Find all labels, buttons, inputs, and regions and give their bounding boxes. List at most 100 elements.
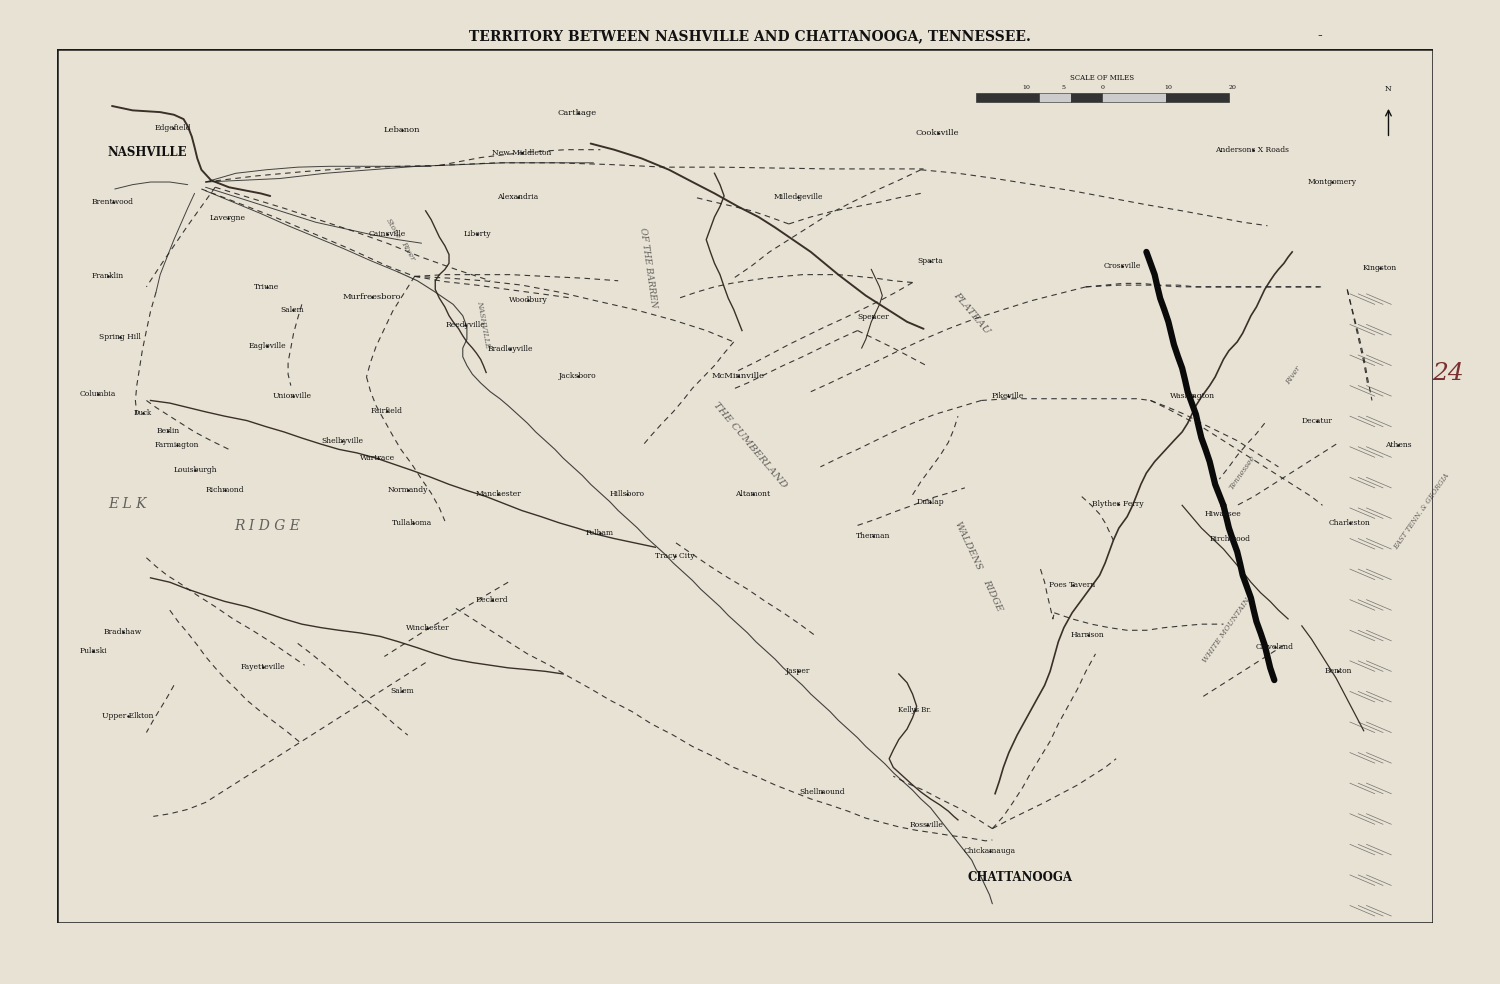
Text: RIDGE: RIDGE bbox=[981, 578, 1005, 613]
Text: WALDENS: WALDENS bbox=[952, 521, 982, 572]
Text: Hillsboro: Hillsboro bbox=[609, 490, 645, 498]
Text: McMinnville: McMinnville bbox=[711, 372, 765, 380]
Text: Birchwood: Birchwood bbox=[1209, 535, 1251, 543]
Text: Milledgeville: Milledgeville bbox=[774, 193, 824, 201]
Text: Brentwood: Brentwood bbox=[92, 198, 134, 206]
Text: Spencer: Spencer bbox=[856, 313, 889, 321]
Text: Berlin: Berlin bbox=[156, 427, 180, 435]
Text: Harrison: Harrison bbox=[1071, 631, 1104, 639]
Text: EAST TENN. & GEORGIA: EAST TENN. & GEORGIA bbox=[1392, 472, 1452, 551]
Text: 5: 5 bbox=[1062, 85, 1066, 90]
Text: Athens: Athens bbox=[1384, 441, 1411, 449]
Text: THE CUMBERLAND: THE CUMBERLAND bbox=[711, 400, 789, 489]
Text: Lavergne: Lavergne bbox=[210, 215, 246, 222]
Text: Reedyville: Reedyville bbox=[446, 321, 485, 329]
Text: Shellmound: Shellmound bbox=[800, 788, 844, 796]
Text: Bradleyville: Bradleyville bbox=[488, 345, 532, 353]
Text: Upper Elkton: Upper Elkton bbox=[102, 712, 153, 720]
Text: E L K: E L K bbox=[108, 497, 147, 511]
Text: Duck: Duck bbox=[134, 409, 152, 417]
Text: Woodbury: Woodbury bbox=[509, 296, 548, 304]
Text: Columbia: Columbia bbox=[80, 390, 116, 398]
Bar bbox=[1071, 92, 1102, 101]
Text: Benton: Benton bbox=[1324, 667, 1352, 675]
Text: Cleveland: Cleveland bbox=[1256, 644, 1294, 651]
Bar bbox=[976, 92, 1040, 101]
Text: N: N bbox=[1384, 86, 1392, 93]
Text: 10: 10 bbox=[1164, 85, 1173, 90]
Text: Crossville: Crossville bbox=[1104, 262, 1140, 270]
Text: Edgefield: Edgefield bbox=[154, 124, 190, 132]
Text: Salem: Salem bbox=[280, 306, 304, 314]
Text: Kingston: Kingston bbox=[1364, 264, 1396, 272]
Text: Cooksville: Cooksville bbox=[915, 129, 960, 137]
Text: Andersons X Roads: Andersons X Roads bbox=[1215, 146, 1290, 154]
Text: NASHVILLE: NASHVILLE bbox=[106, 146, 188, 159]
Text: Rossville: Rossville bbox=[910, 821, 944, 829]
Text: Lebanon: Lebanon bbox=[384, 126, 420, 134]
Text: Therman: Therman bbox=[855, 532, 891, 540]
Text: Cainsville: Cainsville bbox=[369, 230, 405, 238]
Text: New Middleton: New Middleton bbox=[492, 149, 552, 156]
Text: Shelbyville: Shelbyville bbox=[321, 437, 363, 445]
Text: Sparta: Sparta bbox=[916, 257, 944, 265]
Text: Kellys Br.: Kellys Br. bbox=[898, 707, 932, 714]
Text: Murfreesboro: Murfreesboro bbox=[342, 293, 402, 301]
Text: Triune: Triune bbox=[255, 283, 279, 291]
Text: River: River bbox=[1284, 365, 1302, 387]
Text: Decatur: Decatur bbox=[1302, 417, 1332, 425]
Text: Pulaski: Pulaski bbox=[80, 647, 106, 655]
Text: 24: 24 bbox=[1431, 362, 1464, 386]
Text: Hiwassee: Hiwassee bbox=[1204, 510, 1240, 518]
Text: Manchester: Manchester bbox=[476, 490, 520, 498]
Text: Richmond: Richmond bbox=[206, 486, 245, 494]
Text: Pelham: Pelham bbox=[586, 529, 613, 537]
Text: SCALE OF MILES: SCALE OF MILES bbox=[1071, 74, 1134, 82]
Text: Fairfield: Fairfield bbox=[370, 407, 404, 415]
Text: Tullahoma: Tullahoma bbox=[393, 520, 432, 527]
Text: Wartrace: Wartrace bbox=[360, 454, 396, 461]
Bar bbox=[1040, 92, 1071, 101]
Text: River: River bbox=[399, 240, 417, 262]
Text: Tracy City: Tracy City bbox=[656, 552, 694, 560]
Text: Salem: Salem bbox=[390, 687, 414, 695]
Text: Altamont: Altamont bbox=[735, 490, 771, 498]
Text: Liberty: Liberty bbox=[464, 230, 490, 238]
Text: Decherd: Decherd bbox=[476, 596, 508, 604]
Bar bbox=[1166, 92, 1228, 101]
Text: Montgomery: Montgomery bbox=[1308, 178, 1356, 186]
Text: Chickamauga: Chickamauga bbox=[964, 847, 1016, 855]
Text: Washington: Washington bbox=[1170, 392, 1215, 400]
Text: 0: 0 bbox=[1101, 85, 1104, 90]
Text: Spring Hill: Spring Hill bbox=[99, 333, 141, 340]
Text: Franklin: Franklin bbox=[92, 272, 124, 279]
Text: Fayetteville: Fayetteville bbox=[240, 663, 285, 671]
Text: Charleston: Charleston bbox=[1329, 520, 1371, 527]
Text: Winchester: Winchester bbox=[405, 624, 450, 632]
Text: Stone: Stone bbox=[384, 216, 402, 240]
Text: Carthage: Carthage bbox=[558, 109, 597, 117]
Text: Tennessee: Tennessee bbox=[1227, 454, 1257, 491]
Text: Jasper: Jasper bbox=[786, 667, 810, 675]
Text: Normandy: Normandy bbox=[388, 486, 427, 494]
Text: Bradshaw: Bradshaw bbox=[104, 628, 142, 636]
Text: Jacksboro: Jacksboro bbox=[558, 372, 597, 380]
Text: TERRITORY BETWEEN NASHVILLE AND CHATTANOOGA, TENNESSEE.: TERRITORY BETWEEN NASHVILLE AND CHATTANO… bbox=[470, 30, 1030, 43]
Text: Farmington: Farmington bbox=[154, 441, 200, 449]
Text: Pikeville: Pikeville bbox=[992, 392, 1024, 400]
Text: Eagleville: Eagleville bbox=[248, 342, 286, 350]
Text: PLATEAU: PLATEAU bbox=[952, 290, 992, 336]
Text: R I D G E: R I D G E bbox=[234, 520, 300, 533]
Text: Unionville: Unionville bbox=[273, 392, 312, 400]
Text: CHATTANOOGA: CHATTANOOGA bbox=[968, 871, 1072, 885]
Text: Blythes Ferry: Blythes Ferry bbox=[1092, 500, 1143, 508]
Text: Louisburgh: Louisburgh bbox=[172, 466, 217, 474]
Text: 10: 10 bbox=[1023, 85, 1031, 90]
Text: WHITE MOUNTAIN: WHITE MOUNTAIN bbox=[1202, 595, 1252, 664]
Text: Alexandria: Alexandria bbox=[496, 193, 538, 201]
Text: Dunlap: Dunlap bbox=[916, 498, 944, 506]
Bar bbox=[1102, 92, 1166, 101]
Text: Poes Tavern: Poes Tavern bbox=[1050, 582, 1095, 589]
Text: OF THE BARREN: OF THE BARREN bbox=[638, 227, 658, 308]
Text: -: - bbox=[1317, 30, 1323, 43]
